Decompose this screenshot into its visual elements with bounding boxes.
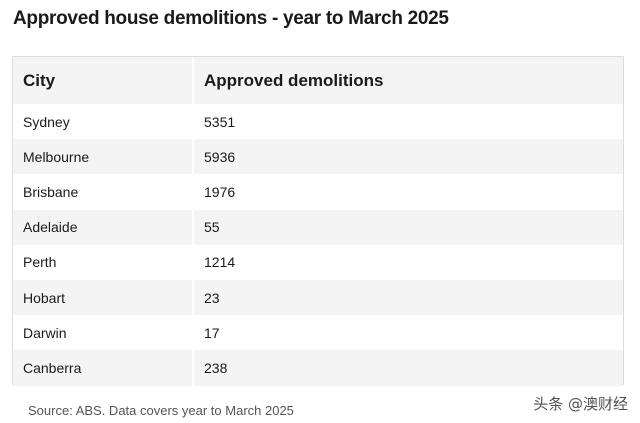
table-row: Brisbane 1976	[13, 174, 623, 210]
table-row: Canberra 238	[13, 350, 623, 386]
cell-city: Sydney	[13, 104, 194, 140]
table-title: Approved house demolitions - year to Mar…	[13, 8, 449, 29]
cell-approved-demolitions: 55	[193, 209, 623, 245]
table-row: Darwin 17	[13, 315, 623, 351]
cell-city: Adelaide	[13, 209, 194, 245]
table-row: Adelaide 55	[13, 209, 623, 245]
cell-approved-demolitions: 5936	[193, 139, 623, 175]
table-row: Sydney 5351	[13, 104, 623, 140]
source-note: Source: ABS. Data covers year to March 2…	[28, 403, 294, 418]
column-header-city: City	[13, 57, 194, 104]
cell-city: Hobart	[13, 279, 194, 316]
cell-approved-demolitions: 17	[204, 324, 220, 341]
cell-approved-demolitions: 5351	[204, 113, 236, 130]
table-body: Sydney 5351 Melbourne 5936 Brisbane 1976 Adela…	[13, 104, 623, 386]
cell-city: Darwin	[13, 315, 194, 351]
data-table: City Approved demolitions Sydney 5351 Melb…	[12, 56, 624, 386]
cell-city: Brisbane	[13, 174, 194, 210]
cell-approved-demolitions: 1976	[204, 183, 236, 200]
demolitions-table: City Approved demolitions Sydney 5351 Melb…	[13, 57, 623, 386]
cell-city: Melbourne	[13, 139, 194, 175]
table-row: Perth 1214	[13, 244, 623, 280]
table-row: Hobart 23	[13, 279, 623, 316]
cell-city: Canberra	[13, 350, 194, 386]
cell-city: Perth	[13, 244, 194, 280]
cell-approved-demolitions: 23	[193, 279, 623, 316]
watermark-logo: 头条 @澳财经	[533, 395, 628, 413]
table-row: Melbourne 5936	[13, 139, 623, 175]
cell-approved-demolitions: 1214	[204, 254, 236, 271]
cell-approved-demolitions: 238	[193, 350, 623, 386]
table-header-row: City Approved demolitions	[13, 57, 623, 104]
column-header-approved-demolitions: Approved demolitions	[193, 57, 623, 104]
